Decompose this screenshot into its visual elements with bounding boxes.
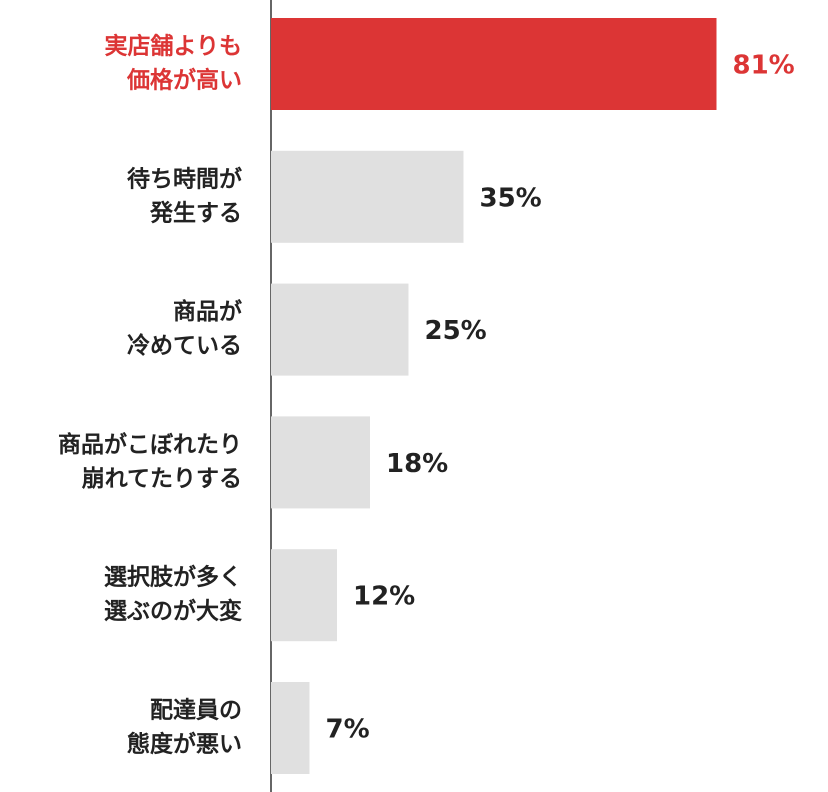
category-label: 商品が <box>173 298 242 325</box>
category-label: 待ち時間が <box>127 165 242 192</box>
bar <box>271 416 370 509</box>
bar <box>271 549 337 642</box>
value-label: 81% <box>733 51 795 81</box>
bar <box>271 18 717 110</box>
category-label: 態度が悪い <box>127 731 242 758</box>
value-label: 35% <box>480 183 542 213</box>
category-label: 価格が高い <box>126 67 242 94</box>
value-label: 7% <box>326 715 370 745</box>
bar <box>271 682 310 774</box>
value-label: 18% <box>386 449 448 479</box>
category-label: 崩れてたりする <box>82 466 242 492</box>
bar <box>271 150 464 243</box>
bar <box>271 283 409 376</box>
value-label: 12% <box>353 582 415 612</box>
category-label: 発生する <box>149 200 242 226</box>
category-label: 選ぶのが大変 <box>104 598 242 625</box>
category-label: 冷めている <box>127 332 242 359</box>
category-label: 配達員の <box>150 697 242 724</box>
category-label: 実店舗よりも <box>104 33 242 60</box>
category-label: 商品がこぼれたり <box>58 431 242 458</box>
category-label: 選択肢が多く <box>104 564 242 591</box>
value-label: 25% <box>425 316 487 346</box>
